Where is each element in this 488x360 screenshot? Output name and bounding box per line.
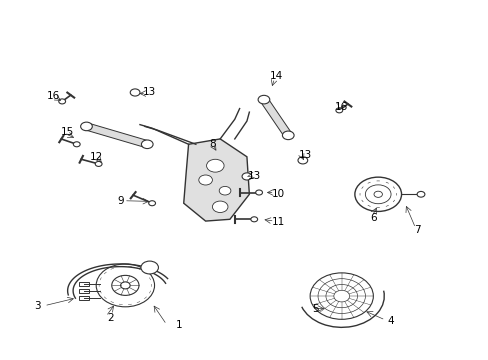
Circle shape xyxy=(297,157,307,164)
Text: 13: 13 xyxy=(247,171,260,181)
Circle shape xyxy=(121,282,130,289)
Text: 14: 14 xyxy=(269,71,282,81)
Circle shape xyxy=(81,122,92,131)
Text: 1: 1 xyxy=(175,320,182,330)
Text: 10: 10 xyxy=(271,189,285,199)
Text: 8: 8 xyxy=(209,139,216,149)
Circle shape xyxy=(141,261,158,274)
Circle shape xyxy=(255,190,262,195)
Circle shape xyxy=(335,108,342,113)
Circle shape xyxy=(95,161,102,166)
Circle shape xyxy=(130,89,140,96)
Circle shape xyxy=(242,173,251,180)
Circle shape xyxy=(73,142,80,147)
Text: 16: 16 xyxy=(47,91,61,101)
Circle shape xyxy=(148,201,155,206)
Polygon shape xyxy=(260,98,291,137)
Circle shape xyxy=(258,95,269,104)
Circle shape xyxy=(199,175,212,185)
Text: 15: 15 xyxy=(61,127,74,137)
Polygon shape xyxy=(84,123,149,148)
Circle shape xyxy=(373,191,382,197)
Polygon shape xyxy=(183,139,249,221)
Circle shape xyxy=(219,186,230,195)
Circle shape xyxy=(141,140,153,149)
Circle shape xyxy=(59,99,65,104)
Text: 5: 5 xyxy=(311,304,318,314)
Text: 4: 4 xyxy=(386,316,393,326)
Text: 6: 6 xyxy=(369,212,376,222)
Text: 11: 11 xyxy=(271,217,285,227)
Circle shape xyxy=(206,159,224,172)
Text: 13: 13 xyxy=(298,150,311,160)
Circle shape xyxy=(212,201,227,212)
Bar xyxy=(79,296,89,300)
Text: 7: 7 xyxy=(413,225,420,235)
Circle shape xyxy=(416,192,424,197)
Bar xyxy=(79,282,89,285)
Circle shape xyxy=(282,131,293,140)
Bar xyxy=(79,289,89,293)
Text: 9: 9 xyxy=(117,197,123,206)
Text: 12: 12 xyxy=(89,152,102,162)
Text: 16: 16 xyxy=(334,102,347,112)
Text: 13: 13 xyxy=(143,87,156,98)
Text: 2: 2 xyxy=(107,312,114,323)
Text: 3: 3 xyxy=(35,301,41,311)
Circle shape xyxy=(250,217,257,222)
